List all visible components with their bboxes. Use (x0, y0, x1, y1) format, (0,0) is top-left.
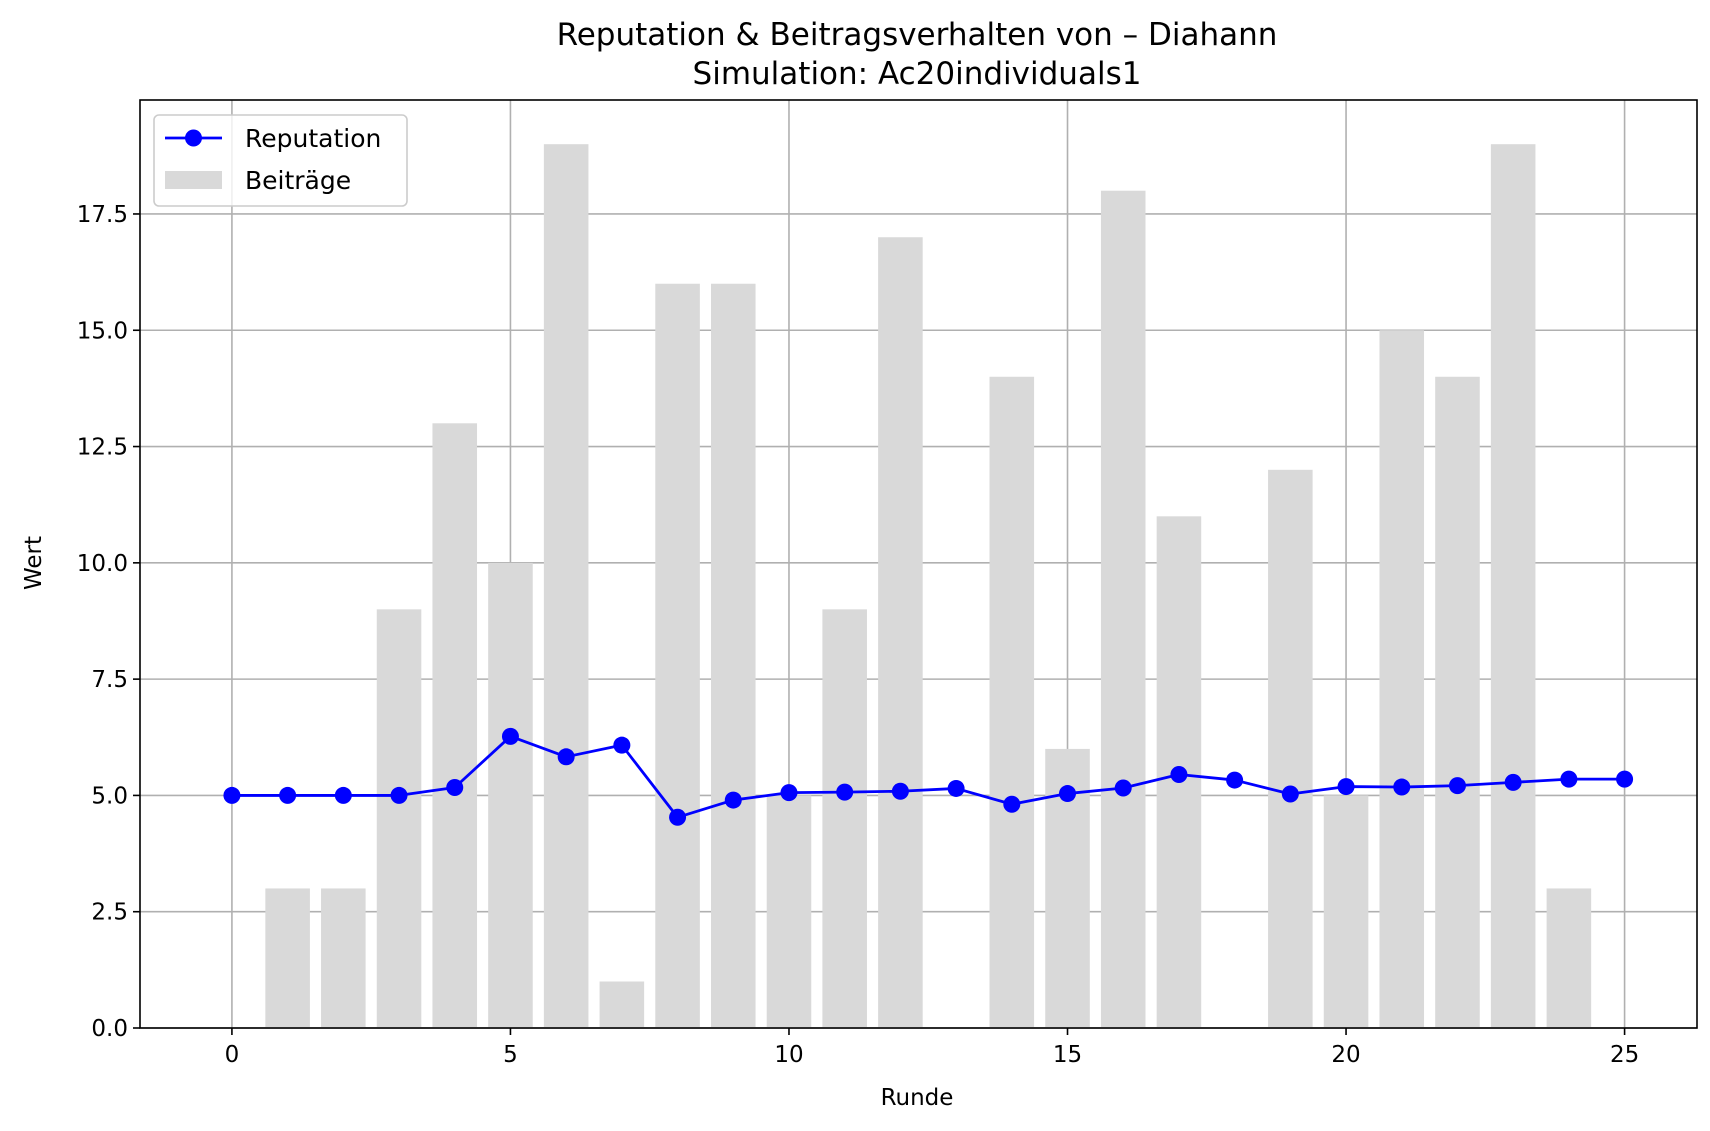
reputation-point (1393, 778, 1411, 796)
reputation-point (1226, 771, 1244, 789)
bar-beitraege (1490, 144, 1536, 1028)
reputation-point (1281, 785, 1299, 803)
y-tick-label: 15.0 (77, 318, 128, 344)
reputation-point (1560, 770, 1578, 788)
y-tick-label: 2.5 (91, 900, 128, 926)
reputation-point (557, 748, 575, 766)
y-tick-label: 5.0 (91, 783, 128, 809)
bar-beitraege (1379, 330, 1425, 1029)
bar-beitraege (1323, 795, 1369, 1028)
x-tick-label: 25 (1610, 1042, 1639, 1068)
x-tick-label: 0 (225, 1042, 240, 1068)
reputation-point (836, 783, 854, 801)
bar-beitraege (1546, 888, 1592, 1028)
reputation-point (1448, 777, 1466, 795)
bar-beitraege (543, 144, 589, 1028)
reputation-point (724, 791, 742, 809)
legend-label-beitraege: Beiträge (245, 166, 351, 195)
legend-beitraege-swatch (165, 171, 222, 189)
bar-beitraege (766, 795, 812, 1028)
bar-beitraege (321, 888, 366, 1028)
bar-beitraege (1435, 376, 1480, 1028)
chart-title: Reputation & Beitragsverhalten von – Dia… (557, 17, 1278, 53)
reputation-point (1114, 779, 1132, 797)
reputation-point (1504, 773, 1522, 791)
bar-beitraege (822, 609, 867, 1028)
reputation-point (947, 779, 965, 797)
y-tick-label: 12.5 (77, 435, 128, 461)
reputation-point (669, 808, 687, 826)
reputation-point (390, 786, 408, 804)
reputation-point (1170, 765, 1188, 783)
reputation-point (1059, 785, 1077, 803)
reputation-point (446, 779, 464, 797)
bar-beitraege (265, 888, 310, 1028)
ticks: 0 5 10 15 20 25 0.0 2.5 5.0 7.5 10.0 12.5 15.0 17.5 (77, 202, 1639, 1068)
bar-beitraege (655, 283, 700, 1028)
reputation-point (1003, 795, 1021, 813)
reputation-point (334, 786, 352, 804)
axes-frame (139, 99, 1698, 1029)
bar-beitraege (989, 376, 1035, 1028)
x-tick-label: 5 (503, 1042, 518, 1068)
bar-beitraege (1268, 469, 1313, 1028)
reputation-point (1337, 778, 1355, 796)
chart-subtitle: Simulation: Ac20individuals1 (693, 56, 1142, 92)
y-axis-label: Wert (21, 536, 47, 590)
reputation-point (1616, 770, 1634, 788)
reputation-point (223, 786, 241, 804)
bar-beitraege (1100, 190, 1146, 1028)
y-tick-label: 17.5 (77, 202, 128, 228)
bar-series (265, 144, 1592, 1029)
bar-beitraege (710, 283, 756, 1028)
bar-beitraege (376, 609, 422, 1028)
bar-beitraege (488, 562, 533, 1028)
bar-beitraege (599, 981, 645, 1028)
x-axis-label: Runde (881, 1085, 954, 1111)
reputation-point (613, 736, 631, 754)
reputation-point (780, 784, 798, 802)
x-tick-label: 20 (1331, 1042, 1360, 1068)
reputation-point (279, 786, 297, 804)
reputation-point (501, 727, 519, 745)
reputation-point (891, 782, 909, 800)
legend-label-reputation: Reputation (245, 124, 381, 153)
y-tick-label: 10.0 (77, 551, 128, 577)
bar-beitraege (878, 237, 923, 1029)
y-tick-label: 0.0 (91, 1016, 128, 1042)
line-series (223, 727, 1634, 826)
y-tick-label: 7.5 (91, 667, 128, 693)
x-tick-label: 15 (1053, 1042, 1082, 1068)
legend: Reputation Beiträge (153, 114, 408, 207)
legend-reputation-marker (185, 129, 202, 147)
bar-beitraege (432, 423, 478, 1028)
x-tick-label: 10 (774, 1042, 803, 1068)
reputation-line (231, 734, 1625, 819)
